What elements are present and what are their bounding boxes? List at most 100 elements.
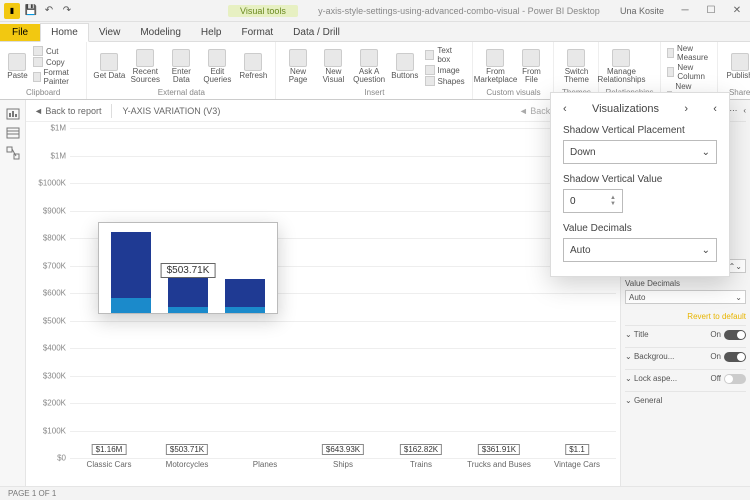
manage-relationships-button[interactable]: Manage Relationships [605, 44, 637, 88]
value-decimals-field: Value Decimals Auto⌄ [625, 279, 746, 304]
enter-data-button[interactable]: Enter Data [165, 44, 197, 88]
data-view-icon[interactable] [6, 126, 20, 140]
enter-data-icon [172, 49, 190, 67]
zoom-bar [225, 279, 265, 313]
ask-question-button[interactable]: Ask A Question [353, 44, 385, 88]
buttons-button[interactable]: Buttons [389, 44, 420, 88]
tab-help[interactable]: Help [191, 24, 232, 41]
zoom-bar [111, 232, 151, 313]
refresh-button[interactable]: Refresh [237, 44, 269, 88]
shadow-vertical-value-label: Shadow Vertical Value [563, 174, 717, 185]
ribbon-group-clipboard: Paste Cut Copy Format Painter Clipboard [0, 42, 87, 99]
gridline [70, 431, 616, 432]
new-visual-button[interactable]: New Visual [318, 44, 349, 88]
gridline [70, 128, 616, 129]
zoom-tooltip: $503.71K [98, 222, 278, 314]
edit-queries-icon [208, 49, 226, 67]
y-tick-label: $400K [43, 344, 66, 353]
section-background[interactable]: ⌄ Backgrou...On [625, 347, 746, 365]
shapes-button[interactable]: Shapes [425, 76, 467, 86]
section-general[interactable]: ⌄ General [625, 391, 746, 409]
stepper-icon[interactable]: ⌃⌄ [729, 262, 742, 271]
y-tick-label: $1000K [38, 179, 66, 188]
back-to-report-link[interactable]: ◄ Back to report [34, 106, 101, 116]
undo-icon[interactable]: ↶ [42, 4, 56, 18]
chevron-left-icon[interactable]: ‹ [563, 103, 567, 115]
chevron-down-icon: ⌄ [702, 245, 710, 256]
ask-icon [360, 49, 378, 67]
switch-theme-button[interactable]: Switch Theme [560, 44, 592, 88]
cut-icon [33, 46, 43, 56]
value-decimals-label: Value Decimals [563, 223, 717, 234]
model-view-icon[interactable] [6, 146, 20, 160]
background-toggle[interactable] [724, 352, 746, 362]
redo-icon[interactable]: ↷ [60, 4, 74, 18]
new-measure-button[interactable]: New Measure [667, 44, 711, 62]
visual-title: Y-AXIS VARIATION (V3) [122, 106, 220, 116]
stepper-icon[interactable]: ▲▼ [610, 195, 616, 207]
status-bar: PAGE 1 OF 1 [0, 486, 750, 500]
publish-icon [731, 53, 749, 71]
title-toggle[interactable] [724, 330, 746, 340]
x-category-label: Vintage Cars [538, 458, 616, 478]
shadow-vertical-placement-select[interactable]: Down⌄ [563, 140, 717, 164]
shadow-vertical-placement-label: Shadow Vertical Placement [563, 125, 717, 136]
tab-home[interactable]: Home [40, 23, 89, 42]
chevron-right-icon[interactable]: › [684, 103, 688, 115]
chevron-down-icon: ⌄ [735, 293, 742, 302]
chevron-left-icon[interactable]: ‹ [743, 106, 746, 115]
minimize-icon[interactable]: ─ [672, 0, 698, 22]
gridline [70, 156, 616, 157]
shadow-vertical-value-input[interactable]: 0▲▼ [563, 189, 623, 213]
textbox-button[interactable]: Text box [425, 46, 467, 64]
value-decimals-select[interactable]: Auto⌄ [625, 290, 746, 304]
from-file-icon [522, 49, 540, 67]
signed-in-user[interactable]: Una Kosite [620, 6, 664, 16]
zoom-bar [168, 277, 208, 313]
chevron-left-icon[interactable]: ‹ [713, 103, 717, 115]
revert-to-default-link[interactable]: Revert to default [625, 312, 746, 321]
maximize-icon[interactable]: ☐ [698, 0, 724, 22]
close-icon[interactable]: ✕ [724, 0, 750, 22]
ribbon-group-themes: Switch Theme Themes [554, 42, 599, 99]
save-icon[interactable]: 💾 [24, 4, 38, 18]
y-tick-label: $500K [43, 316, 66, 325]
tab-file[interactable]: File [0, 24, 40, 41]
edit-queries-button[interactable]: Edit Queries [201, 44, 233, 88]
y-axis: $0$100K$200K$300K$400K$500K$600K$700K$80… [34, 128, 68, 458]
tab-format[interactable]: Format [231, 24, 283, 41]
data-label: $361.91K [478, 444, 520, 455]
copy-button[interactable]: Copy [33, 57, 80, 67]
x-category-label: Motorcycles [148, 458, 226, 478]
theme-icon [567, 49, 585, 67]
title-bar: ▮ 💾 ↶ ↷ Visual tools y-axis-style-settin… [0, 0, 750, 22]
cut-button[interactable]: Cut [33, 46, 80, 56]
divider [111, 104, 112, 118]
x-axis: Classic CarsMotorcyclesPlanesShipsTrains… [70, 458, 616, 478]
value-decimals-select[interactable]: Auto⌄ [563, 238, 717, 262]
image-icon [425, 65, 435, 75]
get-data-button[interactable]: Get Data [93, 44, 125, 88]
from-marketplace-button[interactable]: From Marketplace [479, 44, 511, 88]
from-file-button[interactable]: From File [515, 44, 547, 88]
tab-view[interactable]: View [89, 24, 131, 41]
section-lock-aspect[interactable]: ⌄ Lock aspe...Off [625, 369, 746, 387]
data-label: $643.93K [322, 444, 364, 455]
nav-back-button[interactable]: ◄ Back [519, 106, 550, 116]
y-tick-label: $100K [43, 426, 66, 435]
new-page-button[interactable]: New Page [282, 44, 313, 88]
lock-aspect-toggle[interactable] [724, 374, 746, 384]
y-tick-label: $800K [43, 234, 66, 243]
paste-button[interactable]: Paste [6, 44, 29, 88]
report-view-icon[interactable] [6, 106, 20, 120]
relationships-icon [612, 49, 630, 67]
tab-modeling[interactable]: Modeling [130, 24, 191, 41]
new-column-button[interactable]: New Column [667, 63, 711, 81]
section-title[interactable]: ⌄ TitleOn [625, 325, 746, 343]
format-painter-button[interactable]: Format Painter [33, 68, 80, 86]
more-icon[interactable]: ⋯ [729, 106, 737, 115]
recent-sources-button[interactable]: Recent Sources [129, 44, 161, 88]
image-button[interactable]: Image [425, 65, 467, 75]
tab-datadrill[interactable]: Data / Drill [283, 24, 350, 41]
publish-button[interactable]: Publish [724, 44, 750, 88]
